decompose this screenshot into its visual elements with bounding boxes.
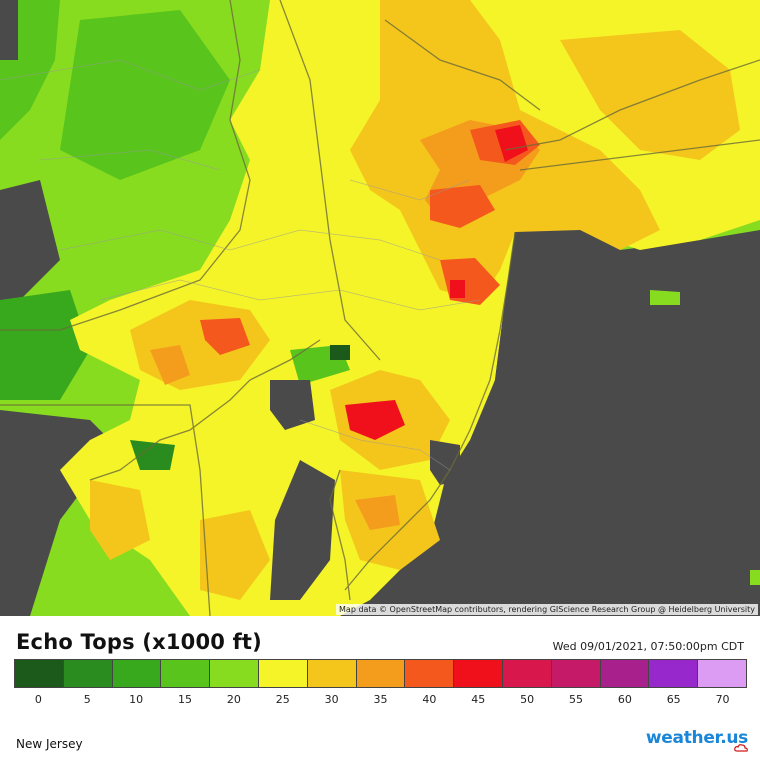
scale-swatch-55: [551, 660, 601, 687]
scale-swatch-10: [112, 660, 162, 687]
scale-tick-35: 35: [373, 693, 388, 706]
scale-tick-65: 65: [666, 693, 681, 706]
scale-swatch-45: [454, 660, 503, 687]
scale-swatch-40: [405, 660, 455, 687]
scale-tick-5: 5: [83, 693, 91, 706]
scale-tick-50: 50: [520, 693, 535, 706]
weather-cloud-icon: [734, 744, 748, 752]
scale-tick-25: 25: [275, 693, 290, 706]
scale-swatch-50: [502, 660, 552, 687]
region-label: New Jersey: [16, 737, 83, 751]
scale-tick-70: 70: [715, 693, 730, 706]
scale-swatch-30: [307, 660, 357, 687]
scale-tick-0: 0: [34, 693, 42, 706]
scale-tick-55: 55: [568, 693, 583, 706]
scale-tick-40: 40: [422, 693, 437, 706]
legend-title: Echo Tops (x1000 ft): [16, 630, 262, 654]
scale-swatch-35: [356, 660, 406, 687]
radar-map[interactable]: Map data © OpenStreetMap contributors, r…: [0, 0, 760, 616]
scale-ticks: 0 5 10 15 20 25 30 35 40 45 50 55 60 65 70: [14, 693, 747, 707]
scale-swatch-65: [649, 660, 699, 687]
scale-swatch-5: [63, 660, 113, 687]
scale-tick-20: 20: [226, 693, 241, 706]
color-scale: [14, 659, 747, 688]
map-attribution[interactable]: Map data © OpenStreetMap contributors, r…: [336, 604, 758, 615]
scale-swatch-15: [161, 660, 211, 687]
echo-tops-map-image: [0, 0, 760, 616]
scale-swatch-20: [210, 660, 259, 687]
scale-tick-60: 60: [617, 693, 632, 706]
timestamp: Wed 09/01/2021, 07:50:00pm CDT: [552, 640, 744, 653]
scale-tick-30: 30: [324, 693, 339, 706]
brand-logo[interactable]: weather.us: [645, 728, 748, 748]
scale-swatch-70: [698, 660, 746, 687]
legend-panel: Echo Tops (x1000 ft) Wed 09/01/2021, 07:…: [0, 616, 760, 760]
scale-swatch-25: [258, 660, 308, 687]
scale-swatch-60: [600, 660, 650, 687]
scale-tick-15: 15: [178, 693, 193, 706]
scale-swatch-0: [15, 660, 64, 687]
scale-tick-10: 10: [129, 693, 144, 706]
scale-tick-45: 45: [471, 693, 486, 706]
